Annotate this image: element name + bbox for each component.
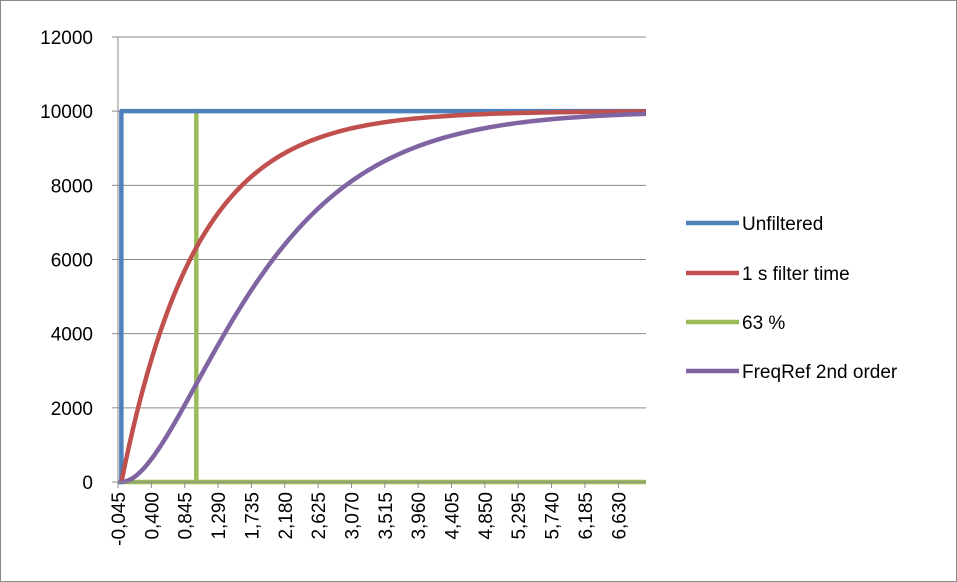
axes xyxy=(112,36,646,488)
x-tick-label: -0,045 xyxy=(109,492,130,546)
legend: Unfiltered 1 s filter time 63 % FreqRef 2nd… xyxy=(686,214,898,383)
x-tick-label: 2,625 xyxy=(309,492,330,540)
legend-label: FreqRef 2nd order xyxy=(742,362,898,383)
legend-label: 1 s filter time xyxy=(742,264,850,285)
y-tick-label: 12000 xyxy=(40,28,93,49)
legend-label: Unfiltered xyxy=(742,214,823,235)
x-tick-label: 5,740 xyxy=(543,492,564,540)
x-tick-label: 6,630 xyxy=(609,492,630,540)
x-tick-label: 5,295 xyxy=(509,492,530,540)
x-tick-label: 3,515 xyxy=(376,492,397,540)
y-tick-label: 6000 xyxy=(51,251,93,272)
x-tick-label: 2,180 xyxy=(276,492,297,540)
x-tick-label: 1,290 xyxy=(209,492,230,540)
legend-label: 63 % xyxy=(742,313,785,334)
y-tick-label: 0 xyxy=(82,473,93,494)
y-tick-label: 2000 xyxy=(51,399,93,420)
x-tick-label: 4,850 xyxy=(476,492,497,540)
x-tick-label: 0,845 xyxy=(176,492,197,540)
x-tick-label: 1,735 xyxy=(242,492,263,540)
x-tick-label: 6,185 xyxy=(576,492,597,540)
series-line-freqref-2nd-order xyxy=(121,111,647,485)
x-tick-label: 3,070 xyxy=(342,492,363,540)
y-tick-label: 8000 xyxy=(51,176,93,197)
x-tick-label: 0,400 xyxy=(142,492,163,540)
y-tick-label: 10000 xyxy=(40,102,93,123)
x-axis-tick-labels: -0,045 0,400 0,845 1,290 1,735 2,180 2,625 3,07… xyxy=(109,492,630,546)
x-tick-label: 4,405 xyxy=(443,492,464,540)
x-tick-label: 3,960 xyxy=(409,492,430,540)
series-lines xyxy=(118,108,647,485)
y-axis-tick-labels: 0 2000 4000 6000 8000 10000 12000 xyxy=(40,28,93,494)
y-tick-label: 4000 xyxy=(51,325,93,346)
series-line-63 xyxy=(118,108,646,485)
series-line-1-s-filter-time xyxy=(119,109,647,483)
